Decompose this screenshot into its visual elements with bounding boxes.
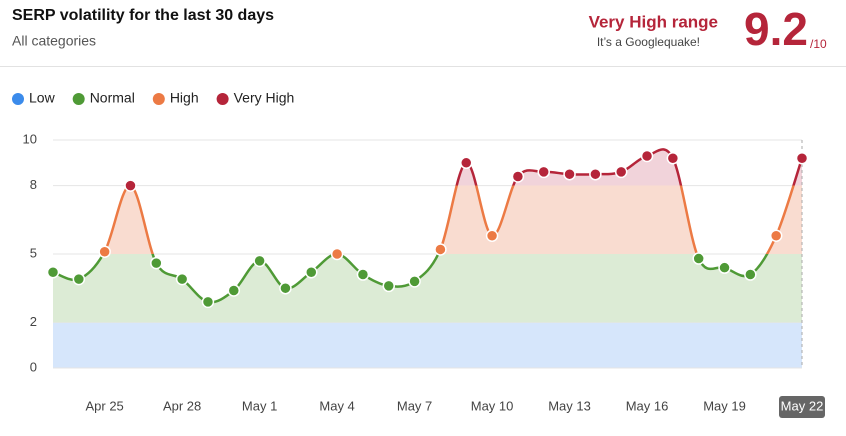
x-tick-label: May 13: [548, 398, 591, 413]
y-tick-label: 10: [23, 131, 37, 146]
point: [46, 265, 60, 279]
y-tick-label: 8: [30, 177, 37, 192]
x-tick-label: May 1: [242, 398, 277, 413]
range-note: It’s a Googlequake!: [597, 35, 700, 49]
point: [795, 151, 809, 165]
point: [537, 165, 550, 179]
point: [511, 170, 525, 183]
score: 9.2: [744, 3, 808, 55]
score-max: /10: [810, 37, 827, 51]
point: [563, 167, 576, 181]
point: [72, 272, 86, 286]
point: [459, 156, 473, 170]
x-tick-label: May 22: [781, 398, 824, 413]
x-tick-label: May 19: [703, 398, 746, 413]
x-tick-label: May 7: [397, 398, 432, 413]
legend-label: Low: [29, 90, 56, 106]
point: [330, 247, 344, 261]
point: [408, 275, 421, 288]
legend-marker: [72, 93, 85, 105]
legend-label: Very High: [234, 90, 295, 106]
point: [485, 229, 499, 243]
x-tick-label: May 16: [626, 398, 669, 413]
x-tick-label: Apr 28: [163, 398, 201, 413]
point: [744, 268, 757, 281]
point: [253, 254, 266, 268]
point: [201, 295, 215, 309]
y-tick-label: 0: [30, 359, 37, 374]
point: [98, 245, 111, 258]
y-tick-label: 2: [30, 314, 37, 329]
legend-label: Normal: [90, 90, 135, 106]
point: [356, 268, 370, 281]
point: [124, 179, 137, 192]
legend-marker: [216, 93, 229, 105]
point: [150, 256, 163, 270]
point: [305, 265, 318, 279]
x-tick-label: May 10: [471, 398, 514, 413]
point: [279, 281, 292, 295]
x-tick-label: Apr 25: [85, 398, 123, 413]
low-band: [53, 322, 802, 368]
point: [718, 261, 731, 274]
legend-marker: [12, 93, 24, 105]
y-tick-label: 5: [30, 245, 37, 260]
legend-marker: [152, 93, 165, 105]
range-label: Very High range: [589, 12, 718, 31]
x-tick-highlight: [779, 396, 825, 418]
point: [640, 149, 654, 163]
chart-title: SERP volatility for the last 30 days: [12, 7, 274, 24]
x-tick-label: May 4: [319, 398, 354, 413]
point: [175, 272, 189, 286]
legend-label: High: [170, 90, 199, 106]
chart-subtitle: All categories: [12, 33, 96, 49]
point: [666, 151, 680, 165]
point: [382, 279, 396, 293]
point: [434, 243, 447, 256]
point: [769, 229, 783, 243]
area: [53, 149, 802, 323]
point: [614, 165, 628, 179]
point: [227, 284, 241, 297]
point: [692, 252, 705, 265]
point: [589, 167, 602, 181]
